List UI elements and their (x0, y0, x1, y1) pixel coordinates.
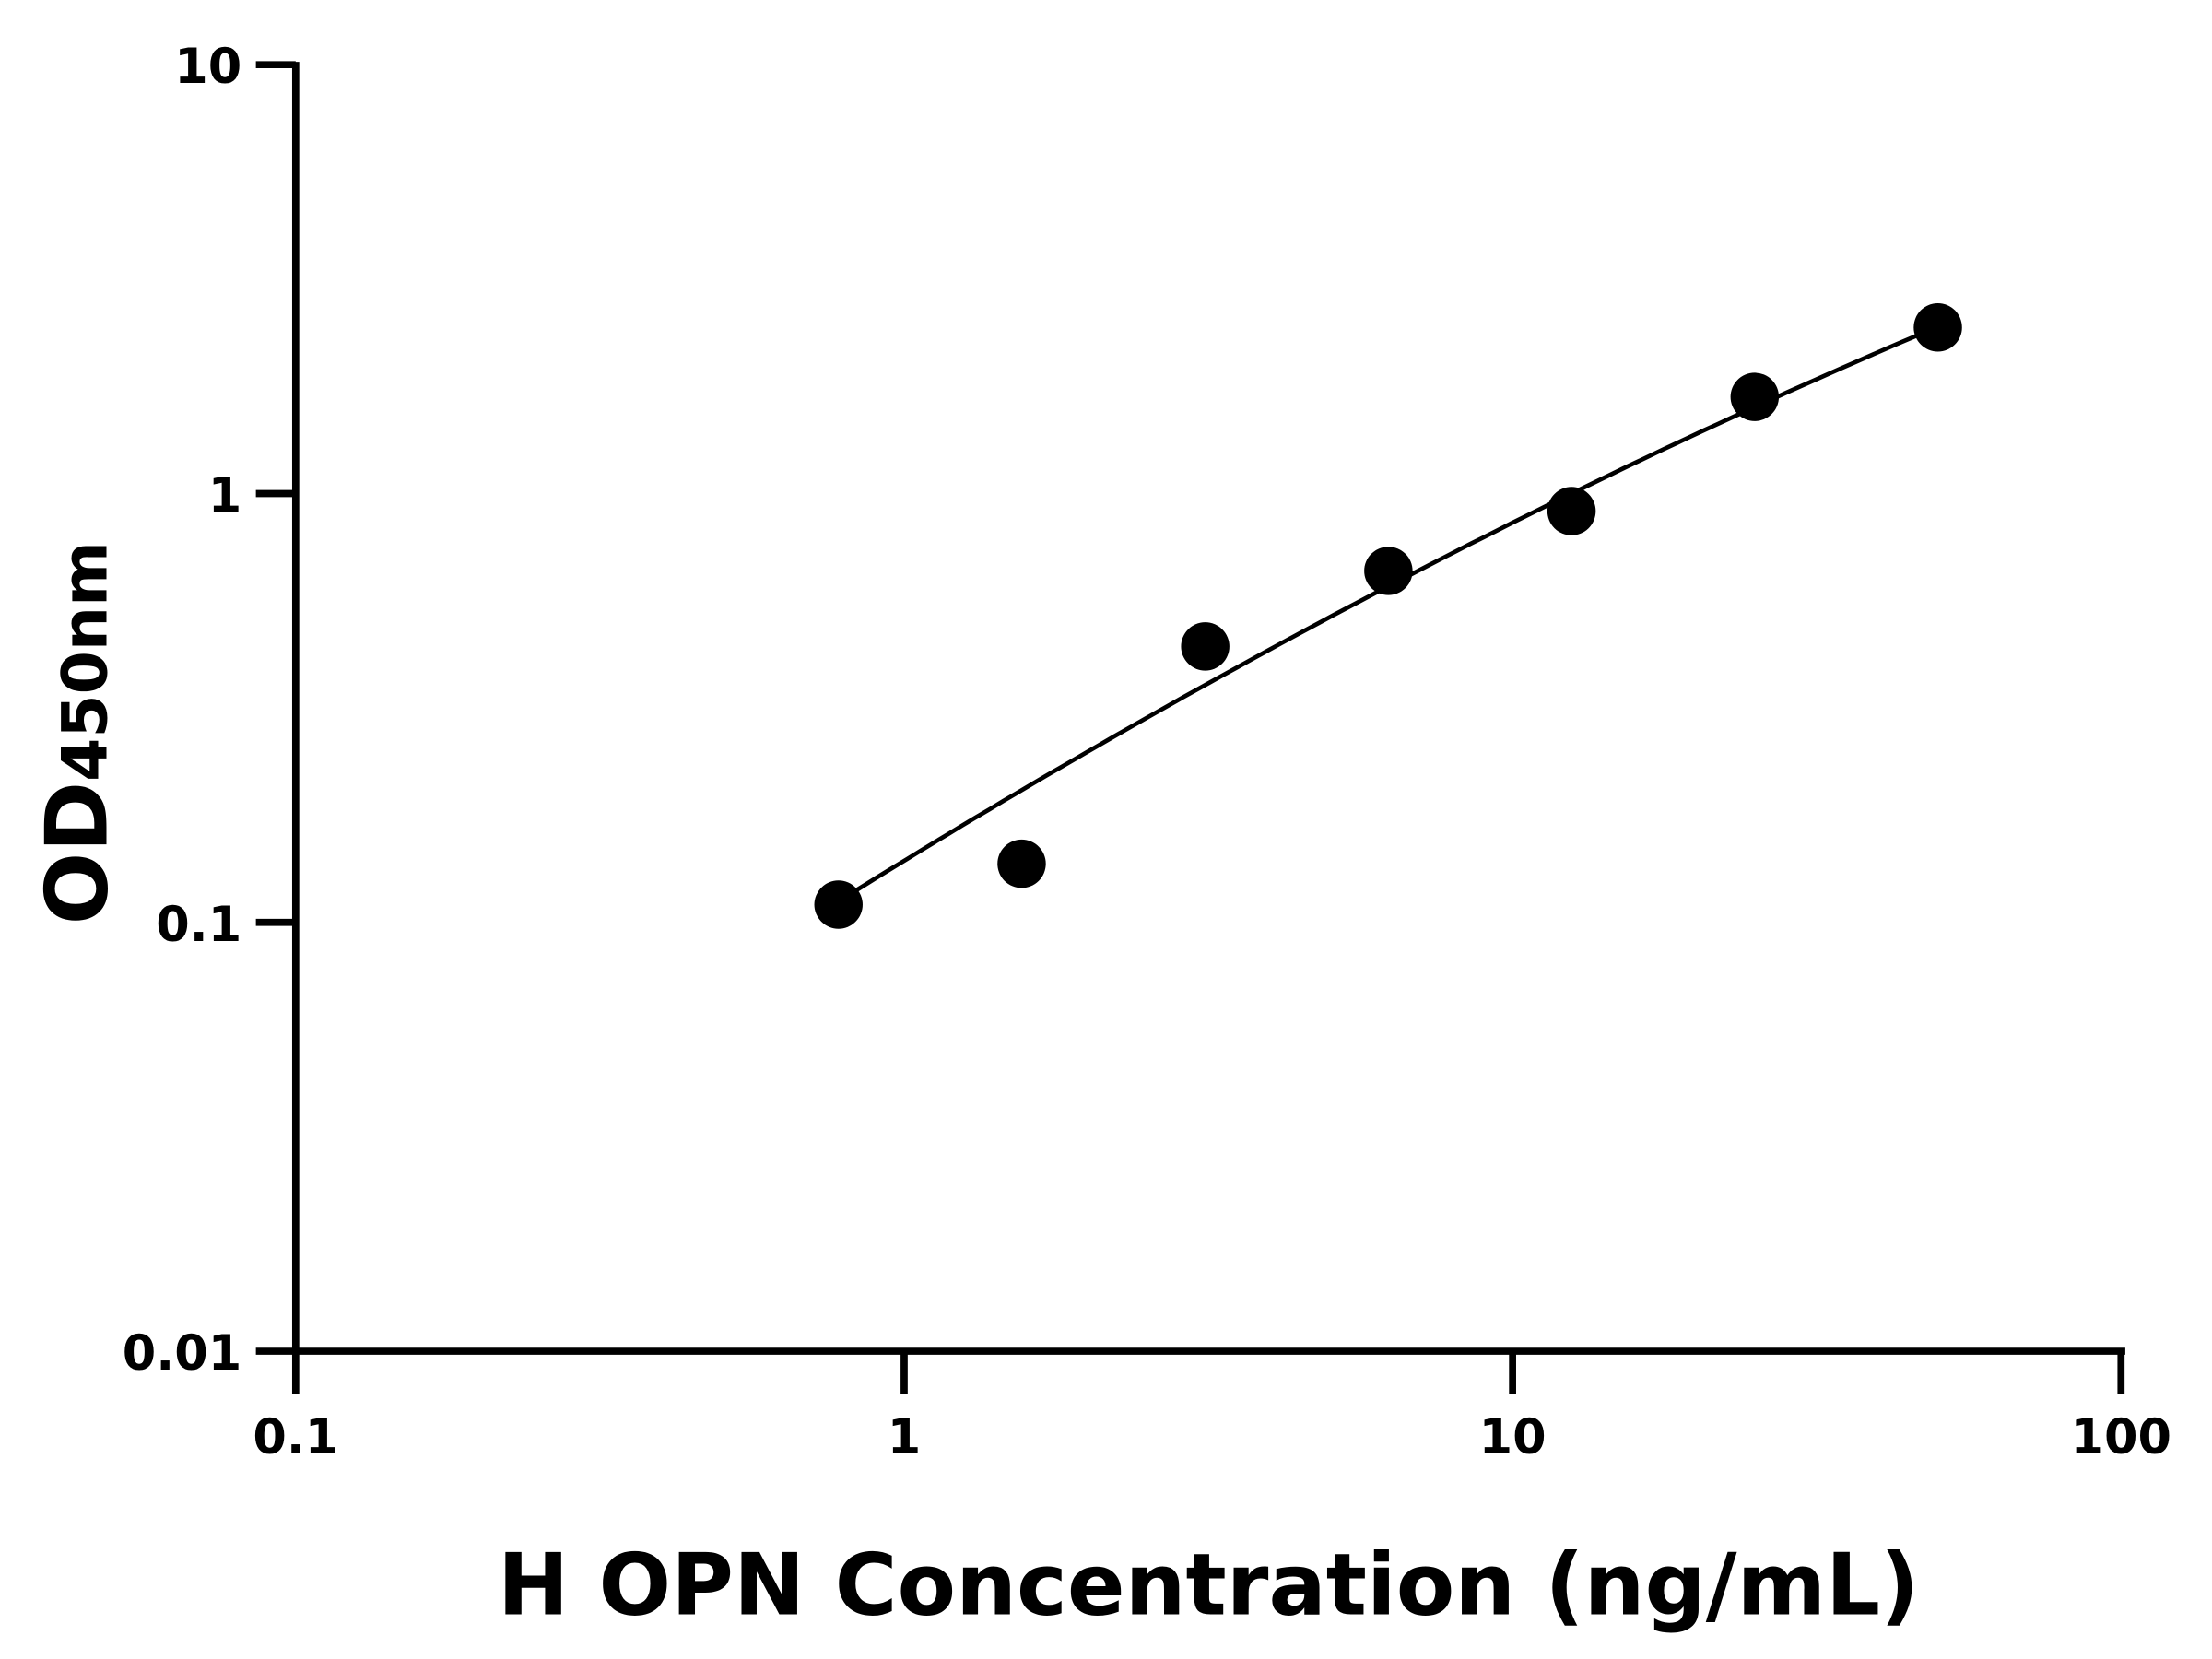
x-tick-label: 0.1 (253, 1409, 338, 1465)
data-point (1913, 303, 1962, 352)
fit-curve (837, 324, 1939, 903)
y-tick-label: 0.1 (156, 897, 241, 953)
y-axis-title-main: OD (28, 782, 127, 924)
data-point (997, 839, 1046, 888)
x-tick-label: 1 (888, 1409, 922, 1465)
y-axis-title-sub: 450nm (50, 541, 123, 782)
x-axis-title: H OPN Concentration (ng/mL) (498, 1535, 1919, 1634)
y-tick-label: 10 (174, 39, 241, 95)
y-axis-title: OD450nm (28, 541, 127, 924)
data-point (1364, 547, 1413, 595)
y-tick-label: 1 (208, 468, 242, 524)
data-point (1547, 487, 1596, 535)
data-point (1181, 622, 1230, 671)
data-point (1730, 372, 1780, 421)
data-point (814, 880, 863, 929)
x-tick-label: 10 (1479, 1409, 1547, 1465)
y-tick-label: 0.01 (123, 1325, 241, 1382)
x-tick-label: 100 (2071, 1409, 2171, 1465)
axes (291, 62, 2125, 1355)
